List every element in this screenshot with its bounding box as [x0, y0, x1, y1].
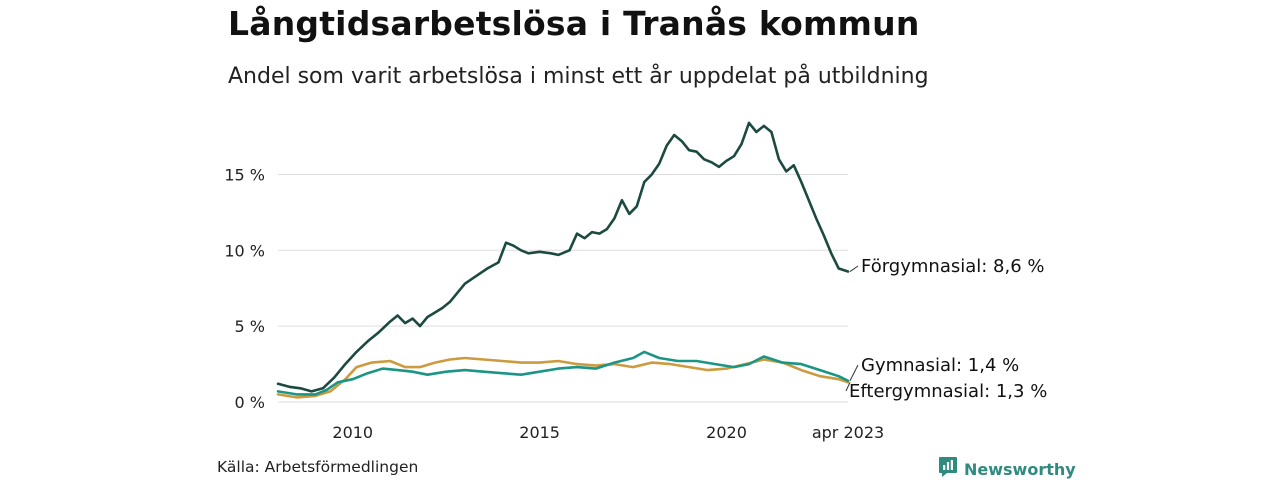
label-leader-line: [845, 382, 851, 392]
series-line-gymnasial: [276, 350, 850, 396]
y-tick-label: 10 %: [224, 241, 265, 260]
brand-name: Newsworthy: [964, 459, 1076, 479]
x-tick-label: 2015: [519, 423, 560, 442]
series-end-labels: Förgymnasial: 8,6 % Gymnasial: 1,4 % Efter…: [845, 256, 1047, 402]
source-note: Källa: Arbetsförmedlingen: [217, 458, 419, 476]
chart-title: Långtidsarbetslösa i Tranås kommun: [228, 4, 920, 43]
newsworthy-logo-icon: [938, 456, 958, 482]
series-end-label: Gymnasial: 1,4 %: [861, 355, 1019, 376]
series-end-label: Förgymnasial: 8,6 %: [861, 256, 1045, 277]
series-line-eftergymnasial: [276, 356, 850, 399]
y-tick-label: 0 %: [235, 393, 265, 412]
brand[interactable]: Newsworthy: [938, 456, 1076, 482]
label-leader-line: [849, 265, 859, 272]
series-line-förgymnasial: [276, 121, 850, 393]
y-tick-label: 5 %: [235, 317, 265, 336]
x-axis-ticks: 2010 2015 2020 apr 2023: [332, 423, 884, 442]
y-tick-label: 15 %: [224, 165, 265, 184]
y-axis-ticks: 0 % 5 % 10 % 15 %: [224, 165, 265, 412]
series-end-label: Eftergymnasial: 1,3 %: [849, 381, 1047, 402]
series-lines: [276, 121, 850, 399]
x-tick-label: apr 2023: [812, 423, 884, 442]
chart-subtitle: Andel som varit arbetslösa i minst ett å…: [228, 64, 929, 89]
label-leader-line: [849, 364, 859, 381]
gridlines: [278, 173, 848, 403]
x-tick-label: 2020: [706, 423, 747, 442]
x-tick-label: 2010: [332, 423, 373, 442]
